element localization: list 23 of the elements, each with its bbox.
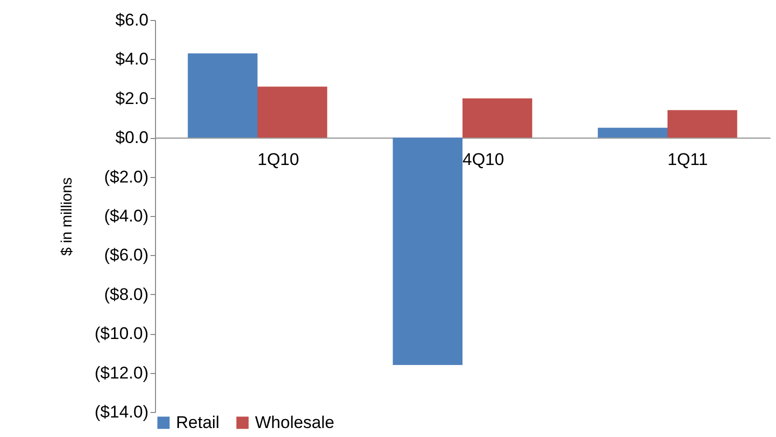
bar	[462, 98, 532, 138]
y-tick-label: ($12.0)	[94, 363, 148, 382]
y-tick-label: $6.0	[115, 10, 148, 30]
x-tick-label: 4Q10	[462, 150, 504, 170]
x-tick-label: 1Q10	[258, 150, 300, 170]
bar	[668, 110, 738, 138]
y-tick-label: ($6.0)	[104, 246, 148, 265]
y-tick-label: ($2.0)	[104, 167, 148, 186]
y-tick-label: $2.0	[115, 88, 148, 108]
bar	[258, 86, 328, 138]
bar	[188, 53, 258, 138]
y-tick-label: $0.0	[115, 128, 148, 148]
x-tick-label: 1Q11	[668, 150, 708, 170]
bar	[392, 138, 462, 365]
y-tick-label: ($8.0)	[104, 284, 148, 304]
legend-label: Wholesale	[255, 412, 334, 432]
legend-label: Retail	[176, 412, 220, 432]
y-tick-label: $4.0	[115, 50, 148, 69]
y-tick-label: ($10.0)	[94, 324, 148, 344]
y-tick-label: ($14.0)	[94, 402, 148, 422]
bar	[598, 128, 668, 138]
y-axis-title: $ in millions	[58, 177, 76, 256]
y-tick-label: ($4.0)	[104, 206, 148, 226]
